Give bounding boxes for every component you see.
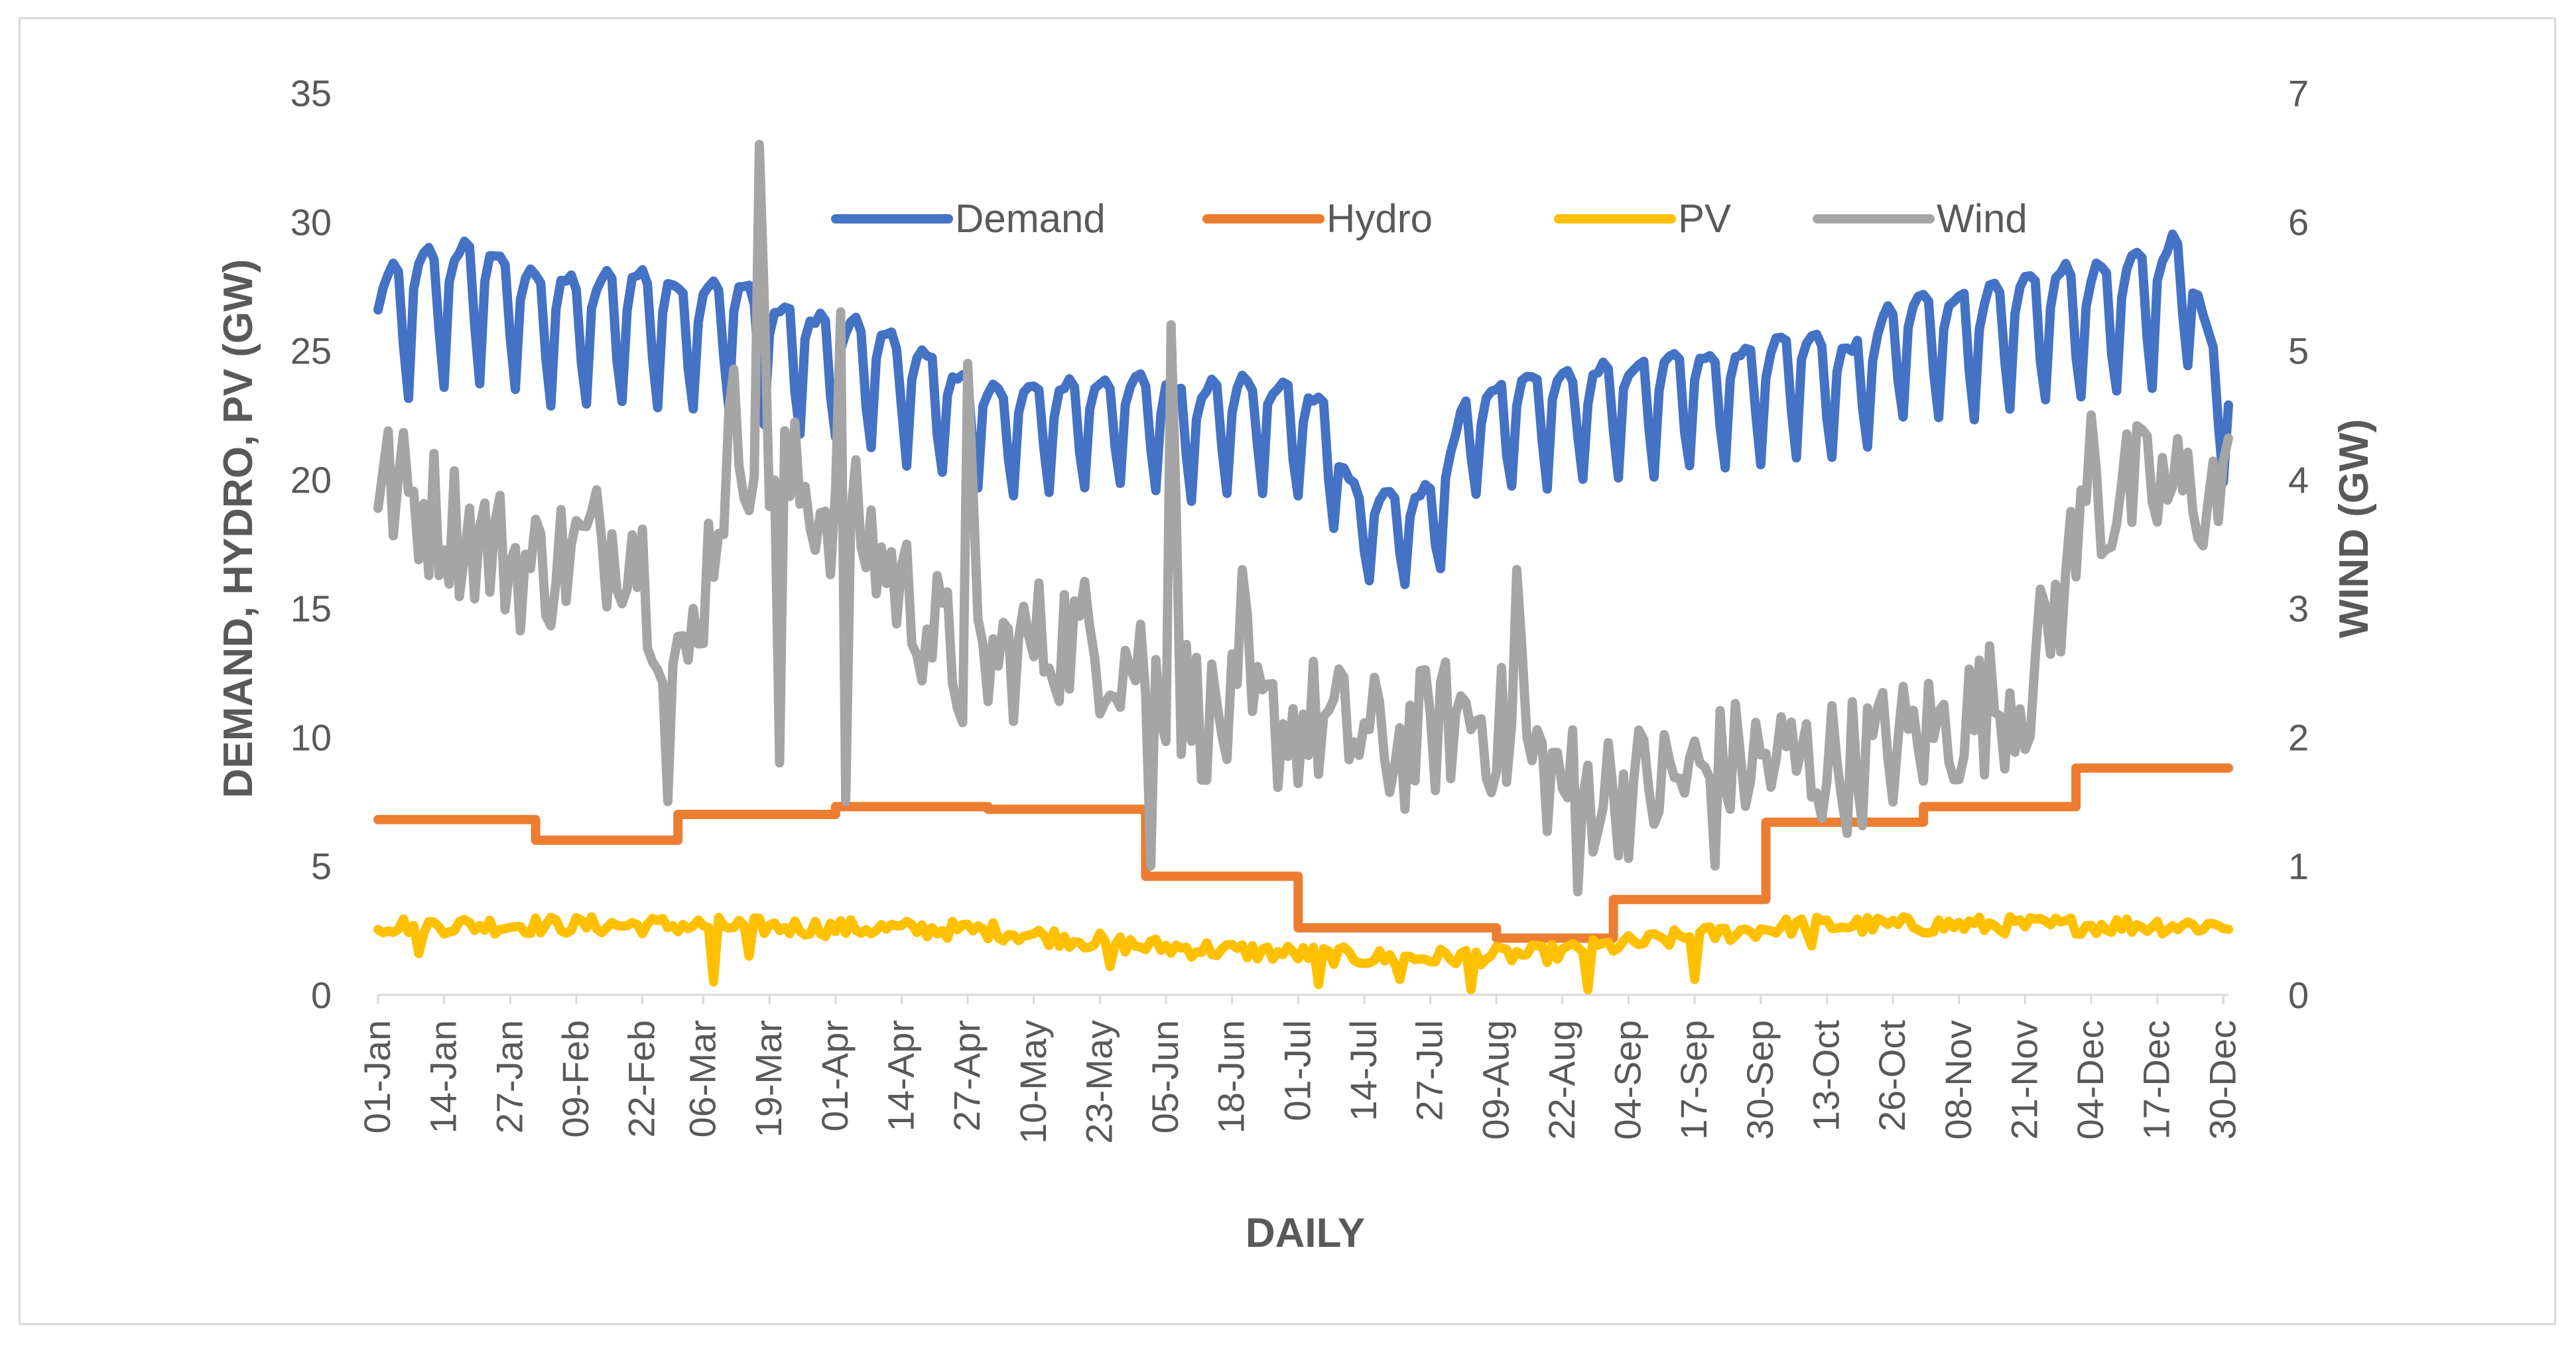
legend-label-hydro: Hydro — [1326, 196, 1433, 241]
y-axis-left-ticks: 0 5 10 15 20 25 30 35 — [290, 72, 332, 1016]
x-tick-label: 08-Nov — [1937, 1020, 1979, 1140]
x-tick-label: 06-Mar — [682, 1020, 724, 1137]
x-tick-label: 14-Apr — [879, 1020, 921, 1131]
y-left-tick-label: 0 — [311, 974, 332, 1016]
x-tick-label: 19-Mar — [747, 1020, 789, 1137]
y-right-tick-label: 0 — [2288, 974, 2309, 1016]
y-left-tick-label: 5 — [311, 846, 332, 887]
x-tick-label: 09-Feb — [554, 1020, 596, 1137]
series-line-pv — [373, 912, 2233, 995]
y-right-tick-label: 4 — [2288, 459, 2309, 501]
y-left-tick-label: 15 — [290, 588, 332, 629]
series-line-wind — [373, 139, 2233, 897]
y-right-tick-label: 2 — [2288, 716, 2309, 758]
x-tick-label: 30-Dec — [2201, 1020, 2243, 1140]
y-right-tick-label: 7 — [2288, 72, 2309, 114]
x-tick-label: 10-May — [1012, 1020, 1054, 1144]
x-tick-label: 23-May — [1078, 1020, 1120, 1144]
y-right-tick-label: 6 — [2288, 201, 2309, 243]
y-axis-right-title: WIND (GW) — [2331, 419, 2377, 639]
series-line-hydro — [373, 763, 2233, 943]
x-tick-label: 22-Aug — [1541, 1020, 1582, 1140]
x-tick-label: 13-Oct — [1805, 1020, 1846, 1131]
x-tick-label: 14-Jul — [1342, 1020, 1384, 1121]
x-tick-label: 04-Dec — [2069, 1020, 2111, 1140]
y-right-tick-label: 3 — [2288, 588, 2309, 629]
x-tick-label: 27-Jul — [1409, 1020, 1450, 1121]
y-left-tick-label: 10 — [290, 716, 332, 758]
x-tick-label: 05-Jun — [1144, 1020, 1186, 1133]
x-tick-label: 17-Sep — [1673, 1020, 1714, 1140]
x-tick-label: 01-Apr — [814, 1020, 856, 1131]
x-tick-label: 22-Feb — [621, 1020, 663, 1137]
legend-label-pv: PV — [1678, 196, 1731, 241]
y-right-tick-label: 1 — [2288, 846, 2309, 887]
x-tick-label: 09-Aug — [1474, 1020, 1516, 1140]
series-line-demand — [373, 229, 2233, 590]
legend-label-demand: Demand — [955, 196, 1106, 241]
legend-label-wind: Wind — [1937, 196, 2028, 241]
y-left-tick-label: 20 — [290, 459, 332, 501]
y-axis-left-title: DEMAND, HYDRO, PV (GW) — [216, 259, 261, 799]
x-tick-label: 27-Jan — [488, 1020, 530, 1133]
x-axis-ticks: 01-Jan 14-Jan 27-Jan 09-Feb 22-Feb 06-Mar 19-M… — [356, 995, 2243, 1144]
y-left-tick-label: 30 — [290, 201, 332, 243]
legend: Demand Hydro PV Wind — [831, 196, 2028, 241]
x-tick-label: 18-Jun — [1210, 1020, 1252, 1133]
x-tick-label: 01-Jul — [1276, 1020, 1318, 1121]
x-tick-label: 04-Sep — [1607, 1020, 1649, 1140]
y-left-tick-label: 25 — [290, 330, 332, 372]
y-left-tick-label: 35 — [290, 72, 332, 114]
y-axis-right-ticks: 0 1 2 3 4 5 6 7 — [2288, 72, 2309, 1016]
x-tick-label: 27-Apr — [946, 1020, 988, 1131]
x-tick-label: 14-Jan — [422, 1020, 464, 1133]
x-tick-label: 17-Dec — [2136, 1020, 2177, 1140]
x-tick-label: 01-Jan — [356, 1020, 398, 1133]
chart-frame — [19, 17, 2556, 1325]
series-layer — [373, 139, 2233, 995]
x-axis-title: DAILY — [1246, 1210, 1365, 1256]
y-right-tick-label: 5 — [2288, 330, 2309, 372]
x-tick-label: 21-Nov — [2003, 1020, 2045, 1140]
x-tick-label: 26-Oct — [1871, 1020, 1913, 1131]
x-tick-label: 30-Sep — [1739, 1020, 1781, 1140]
